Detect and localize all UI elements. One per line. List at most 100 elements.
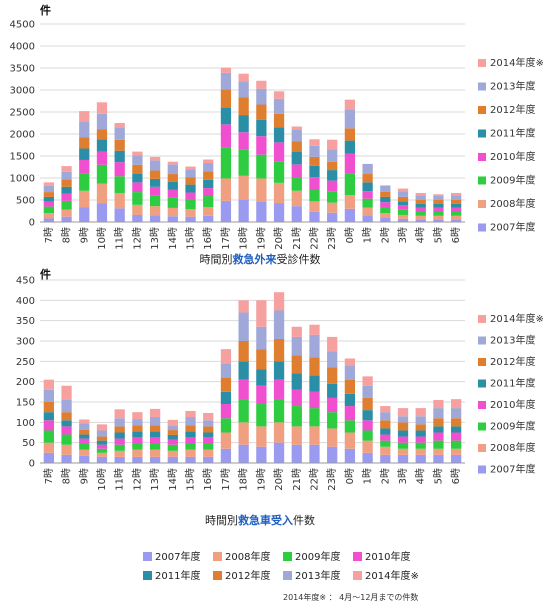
y-tick-label: 3500	[10, 64, 35, 75]
bar-segment	[256, 154, 267, 179]
bar-segment	[167, 216, 178, 222]
bar-segment	[380, 428, 391, 435]
bar-segment	[362, 191, 373, 199]
bar-segment	[344, 448, 356, 463]
legend-label: 2009年度	[490, 420, 535, 433]
bar-segment	[203, 412, 214, 421]
bar-segment	[415, 408, 426, 417]
bar-segment	[132, 204, 143, 215]
bar-segment	[291, 206, 302, 222]
bar-segment	[309, 334, 320, 358]
bar-segment	[380, 434, 391, 441]
bar-segment	[114, 450, 125, 457]
bar-segment	[96, 183, 108, 204]
bar-segment	[344, 109, 356, 129]
bar-segment	[415, 442, 426, 449]
bar-segment	[149, 443, 161, 450]
bar-segment	[79, 148, 90, 160]
bar-segment	[203, 215, 214, 222]
bar-segment	[114, 139, 125, 151]
bar-segment	[309, 391, 320, 409]
bar-segment	[433, 194, 444, 196]
bar-segment	[114, 150, 125, 163]
bar-segment	[362, 163, 373, 175]
bar-segment	[397, 408, 409, 417]
x-tick-label: 8時	[61, 227, 73, 243]
bar-segment	[114, 426, 125, 433]
bar-segment	[167, 439, 178, 445]
bar-segment	[149, 408, 161, 418]
bar-segment	[149, 186, 161, 196]
bar-segment	[415, 192, 426, 196]
legend-label: 2010年度	[365, 552, 411, 563]
bar-segment	[256, 426, 267, 447]
bar-segment	[273, 113, 285, 128]
bar-segment	[309, 426, 320, 445]
chart-title-part: 時間別	[205, 514, 238, 527]
bar-segment	[344, 358, 356, 366]
bar-segment	[309, 139, 320, 146]
chart-title: 時間別救急車受入件数	[205, 513, 315, 527]
y-tick-label: 2000	[10, 130, 35, 141]
bar-segment	[291, 336, 302, 356]
bar-segment	[273, 361, 285, 380]
bar-segment	[433, 454, 444, 463]
bar-segment	[256, 88, 267, 105]
bar-segment	[43, 201, 54, 207]
bar-segment	[451, 408, 462, 419]
bar-segment	[273, 127, 285, 143]
bar-segment	[132, 437, 143, 444]
chart-title-part: 受診件数	[277, 252, 321, 266]
bar-segment	[309, 408, 320, 427]
x-tick-label: 2時	[379, 227, 391, 243]
legend-label: 2009年度	[490, 174, 535, 187]
bar-segment	[61, 200, 72, 210]
bar-segment	[256, 119, 267, 137]
bar-segment	[309, 177, 320, 189]
bar-segment	[132, 214, 143, 222]
bottom-legend-item: 2007年度	[143, 552, 200, 564]
legend-label: 2014年度※	[490, 56, 544, 69]
bar-segment	[309, 156, 320, 166]
bar-segment	[203, 159, 214, 164]
bar-segment	[167, 161, 178, 165]
bar-segment	[220, 67, 232, 73]
bottom-legend-item: 2014年度※	[353, 571, 419, 583]
y-tick-label: 350	[16, 316, 35, 327]
bar-segment	[362, 376, 373, 386]
legend-label: 2013年度	[295, 571, 341, 582]
x-tick-label: 13時	[149, 468, 161, 491]
legend-label: 2010年度	[490, 398, 535, 411]
bar-segment	[167, 189, 178, 198]
bar-segment	[451, 418, 462, 427]
legend-swatch	[478, 465, 486, 474]
bar-segment	[149, 170, 161, 179]
bar-segment	[327, 180, 338, 192]
bar-segment	[380, 420, 391, 429]
bar-segment	[415, 454, 426, 463]
legend-swatch	[283, 571, 292, 580]
bar-segment	[344, 432, 356, 449]
bottom-legend-item: 2010年度	[353, 552, 410, 564]
bar-segment	[149, 178, 161, 187]
x-tick-label: 16時	[202, 227, 214, 250]
bar-segment	[291, 126, 302, 130]
y-tick-label: 500	[16, 196, 35, 207]
bar-segment	[256, 178, 267, 202]
legend-swatch	[213, 552, 222, 561]
bar-segment	[132, 449, 143, 457]
bar-segment	[96, 456, 108, 463]
x-tick-label: 1時	[362, 468, 374, 484]
x-tick-label: 20時	[273, 227, 285, 250]
bar-segment	[167, 450, 178, 457]
bar-segment	[132, 151, 143, 156]
bar-segment	[79, 190, 90, 208]
bar-segment	[96, 113, 108, 130]
bar-segment	[220, 418, 232, 433]
x-tick-label: 10時	[96, 468, 108, 491]
bar-segment	[96, 139, 108, 152]
bar-segment	[220, 432, 232, 449]
bar-segment	[415, 424, 426, 431]
y-tick-label: 450	[16, 276, 35, 287]
bar-segment	[291, 426, 302, 445]
